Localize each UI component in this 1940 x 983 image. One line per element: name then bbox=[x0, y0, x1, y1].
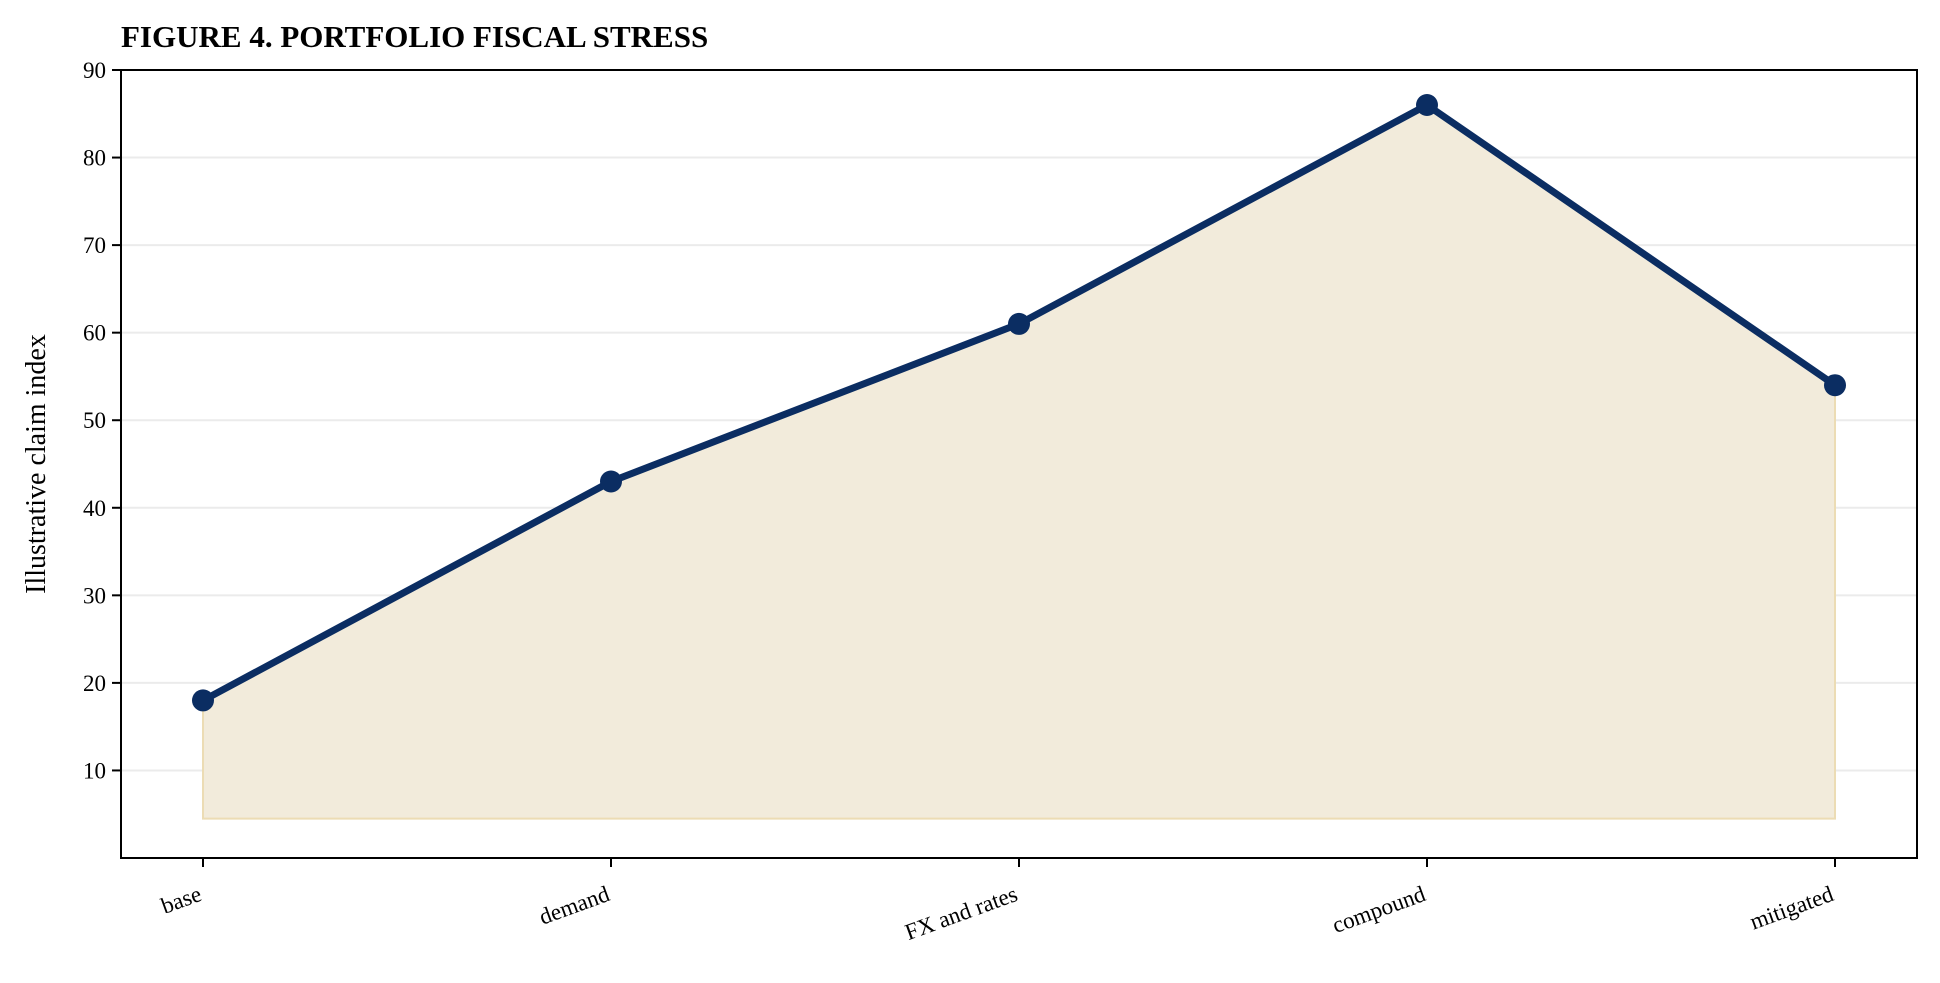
area-fill bbox=[202, 103, 1836, 820]
y-tick-label: 80 bbox=[83, 146, 106, 171]
area-fill-layer bbox=[202, 103, 1836, 820]
x-tick-label: base bbox=[158, 881, 205, 918]
y-tick-label: 60 bbox=[83, 321, 106, 346]
y-tick-label: 30 bbox=[83, 583, 106, 608]
y-axis-label: Illustrative claim index bbox=[21, 334, 52, 594]
data-point bbox=[1008, 312, 1030, 335]
y-tick-label: 10 bbox=[83, 758, 106, 783]
data-points bbox=[192, 94, 1846, 712]
chart-title: FIGURE 4. PORTFOLIO FISCAL STRESS bbox=[121, 19, 708, 54]
x-tick-label: FX and rates bbox=[902, 881, 1021, 945]
x-tick-label: compound bbox=[1329, 881, 1429, 938]
y-tick-label: 20 bbox=[83, 671, 106, 696]
data-point bbox=[192, 689, 214, 712]
data-point bbox=[600, 470, 622, 493]
data-point bbox=[1416, 94, 1438, 117]
y-tick-label: 40 bbox=[83, 496, 106, 521]
y-tick-label: 70 bbox=[83, 233, 106, 258]
y-tick-label: 90 bbox=[83, 58, 106, 83]
y-axis: 10 20 30 40 50 60 70 80 90 bbox=[83, 58, 121, 783]
data-point bbox=[1824, 374, 1846, 397]
x-axis: base demand FX and rates compound mitigated bbox=[158, 858, 1837, 945]
x-tick-label: demand bbox=[536, 881, 613, 930]
x-tick-label: mitigated bbox=[1747, 881, 1838, 934]
y-tick-label: 50 bbox=[83, 408, 106, 433]
